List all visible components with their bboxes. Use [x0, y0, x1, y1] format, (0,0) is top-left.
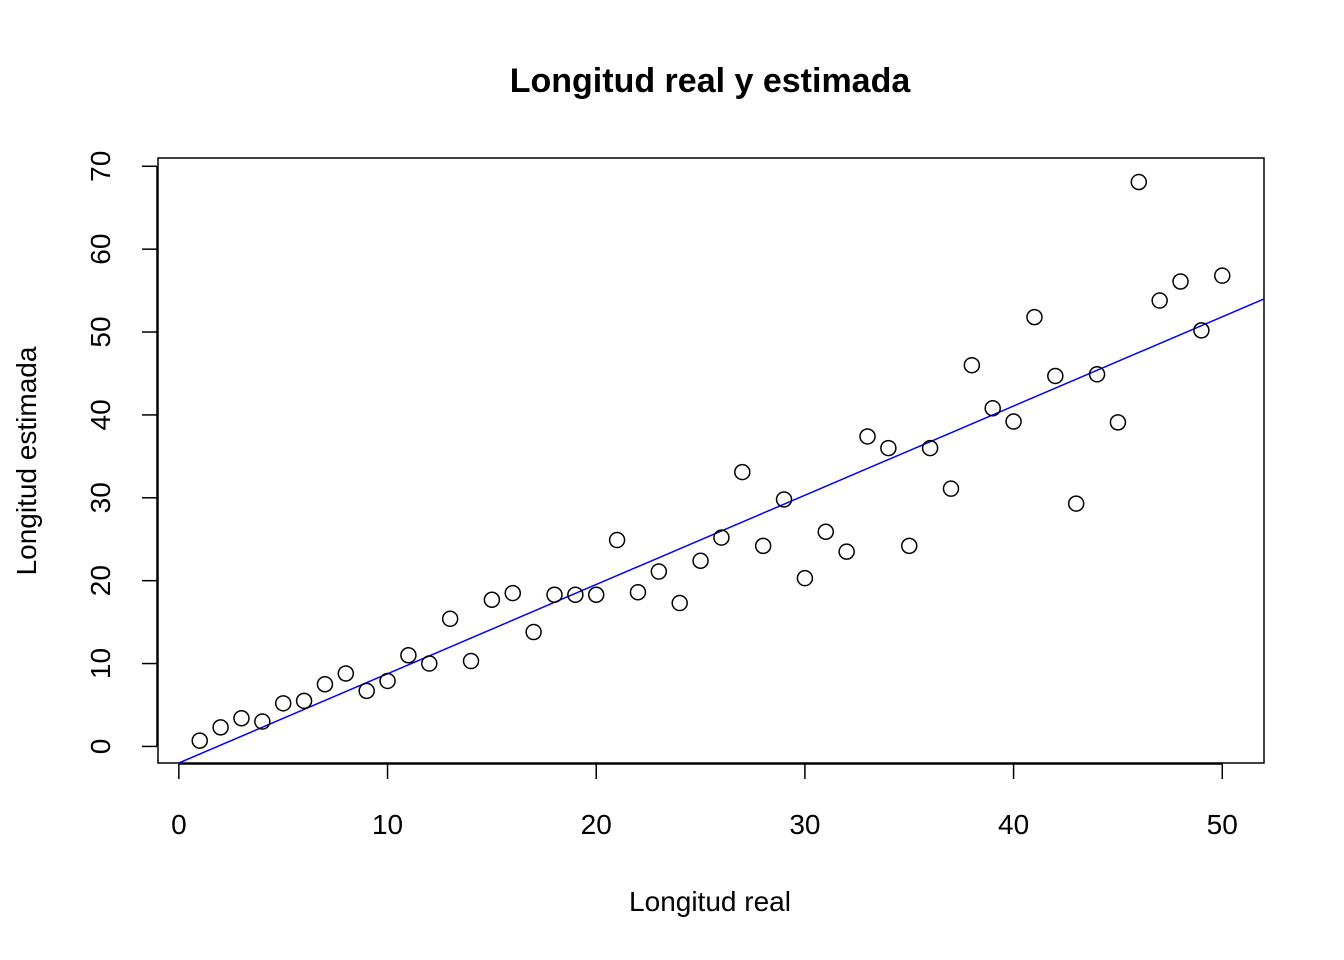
data-point [817, 523, 835, 541]
data-point [525, 623, 542, 641]
data-point [984, 400, 1001, 417]
data-point [1047, 367, 1064, 385]
y-tick-label: 70 [85, 151, 116, 182]
data-point [421, 655, 438, 672]
x-axis: 0 10 20 30 40 50 [171, 763, 1238, 840]
data-point [692, 552, 709, 570]
data-point [567, 586, 584, 604]
data-point [1005, 413, 1022, 430]
data-point [379, 672, 396, 690]
x-tick-label: 30 [789, 809, 820, 840]
x-tick-label: 20 [581, 809, 612, 840]
data-point [1026, 308, 1043, 326]
y-axis: 0 10 20 30 40 50 60 70 [85, 151, 158, 755]
data-point [942, 480, 960, 497]
data-point [629, 584, 647, 601]
x-tick-label: 0 [171, 809, 187, 840]
data-point [775, 491, 793, 508]
data-point [1109, 414, 1127, 431]
x-tick-label: 50 [1207, 809, 1238, 840]
data-point [1088, 366, 1106, 383]
regression-line [178, 298, 1265, 764]
data-points [191, 173, 1231, 749]
data-point [671, 594, 688, 612]
data-point [754, 537, 772, 555]
data-point [859, 428, 876, 445]
data-point [295, 692, 313, 710]
data-point [838, 543, 855, 560]
y-tick-label: 20 [85, 565, 116, 596]
data-point [546, 586, 563, 604]
data-point [1067, 495, 1085, 512]
data-point [400, 647, 417, 664]
chart-title: Longitud real y estimada [510, 62, 912, 100]
data-point [483, 591, 501, 608]
plot-frame [157, 157, 1265, 764]
x-tick-label: 40 [998, 809, 1029, 840]
y-tick-label: 10 [85, 648, 116, 679]
data-point [462, 652, 480, 670]
data-point [233, 709, 250, 727]
data-point [650, 563, 668, 580]
data-point [441, 610, 459, 628]
y-tick-label: 60 [85, 234, 116, 265]
data-point [1151, 292, 1168, 309]
data-point [734, 463, 751, 481]
data-point [796, 569, 814, 587]
x-tick-label: 10 [372, 809, 403, 840]
data-point [880, 439, 897, 457]
data-point [921, 439, 939, 457]
data-point [713, 529, 730, 546]
data-point [274, 695, 292, 712]
data-point [963, 356, 981, 374]
data-point [254, 713, 271, 730]
data-point [587, 586, 605, 604]
data-point [1193, 322, 1210, 339]
data-point [191, 732, 208, 749]
data-point [337, 665, 355, 682]
data-point [358, 682, 375, 700]
y-axis-label: Longitud estimada [11, 346, 42, 575]
y-tick-label: 50 [85, 316, 116, 347]
data-point [900, 537, 918, 555]
y-tick-label: 0 [85, 739, 116, 755]
y-tick-label: 30 [85, 482, 116, 513]
regression-line-group [178, 298, 1265, 764]
data-point [1172, 273, 1189, 290]
data-point [1130, 173, 1148, 191]
data-point [212, 719, 229, 736]
data-point [316, 676, 334, 693]
x-axis-label: Longitud real [629, 886, 791, 917]
data-point [504, 584, 522, 602]
y-tick-label: 40 [85, 399, 116, 430]
data-point [608, 531, 626, 549]
data-point [1214, 267, 1231, 284]
